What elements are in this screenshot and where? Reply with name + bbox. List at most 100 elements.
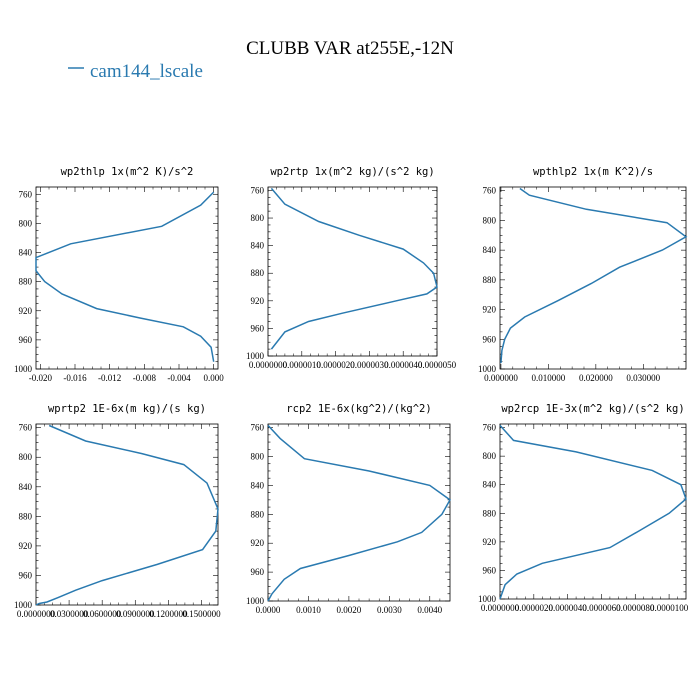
x-tick-label: 0.0000020 [515,603,554,613]
panel-title: rcp2 1E-6x(kg^2)/(kg^2) [286,403,431,415]
panel-title: wpthlp2 1x(m K^2)/s [533,166,653,178]
x-tick-label: 0.030000 [626,373,660,383]
y-tick-label: 960 [251,323,265,333]
series-line [35,424,219,606]
y-tick-label: 960 [19,335,33,345]
plot-frame [35,186,219,370]
y-tick-label: 960 [483,334,497,344]
plot-frame [499,186,687,370]
x-tick-label: 0.0000060 [582,603,621,613]
x-tick-label: 0.0000040 [384,360,423,370]
series-line [499,424,687,600]
x-tick-label: -0.008 [133,373,157,383]
panel-1: wp2thlp 1x(m^2 K)/s^2 760 800 840 880 920 960 1… [14,166,224,383]
y-tick-label: 920 [251,296,265,306]
y-tick-label: 840 [483,480,497,490]
panel-title: wp2rcp 1E-3x(m^2 kg)/(s^2 kg) [501,403,684,415]
x-tick-label: 0.0000040 [549,603,588,613]
y-tick-label: 1000 [14,364,33,374]
x-tick-label: 0.0000010 [283,360,322,370]
y-tick-label: 960 [19,570,33,580]
x-tick-label: 0.000000 [484,373,518,383]
y-tick-label: 760 [251,185,265,195]
plot-frame [499,423,687,600]
y-tick-label: 1000 [478,594,497,604]
x-tick-label: 0.0040 [417,605,442,615]
y-tick-label: 840 [19,482,33,492]
y-tick-label: 840 [251,480,265,490]
y-tick-label: 1000 [478,364,497,374]
x-tick-label: 0.0000000 [249,360,288,370]
y-tick-label: 800 [251,452,265,462]
y-tick-label: 880 [19,511,33,521]
y-tick-label: 920 [251,538,265,548]
x-tick-label: -0.004 [167,373,191,383]
y-tick-label: 760 [19,423,33,433]
y-tick-label: 760 [19,189,33,199]
y-tick-label: 920 [19,541,33,551]
y-tick-label: 1000 [246,351,265,361]
y-tick-label: 760 [483,186,497,196]
panel-6: wp2rcp 1E-3x(m^2 kg)/(s^2 kg) 760 800 840 88… [478,403,689,613]
y-tick-label: 960 [483,565,497,575]
x-tick-label: 0.0900000 [116,609,155,619]
x-tick-label: 0.0600000 [83,609,122,619]
y-tick-label: 840 [483,245,497,255]
y-tick-label: 880 [483,508,497,518]
y-tick-label: 800 [251,213,265,223]
x-tick-label: 0.0000000 [481,603,520,613]
x-tick-label: 0.0000080 [616,603,655,613]
y-tick-label: 800 [19,218,33,228]
panel-4: wprtp2 1E-6x(m kg)/(s kg) 760 800 840 880 920… [14,403,221,619]
y-tick-label: 800 [483,451,497,461]
figure-title: CLUBB VAR at255E,-12N [246,38,454,59]
x-tick-label: 0.0030 [377,605,402,615]
x-tick-label: 0.0300000 [50,609,89,619]
x-tick-label: 0.0010 [296,605,321,615]
y-tick-label: 920 [483,305,497,315]
x-tick-label: 0.1200000 [149,609,188,619]
x-tick-label: 0.0020 [337,605,362,615]
x-tick-label: 0.000 [204,373,225,383]
series-line [35,191,215,362]
x-tick-label: -0.016 [63,373,87,383]
x-tick-label: -0.020 [29,373,53,383]
x-tick-label: 0.0000000 [17,609,56,619]
y-tick-label: 920 [19,306,33,316]
y-tick-label: 840 [19,248,33,258]
series-line [270,187,438,350]
panel-2: wp2rtp 1x(m^2 kg)/(s^2 kg) 760 800 840 880 92… [246,166,457,370]
panel-title: wp2thlp 1x(m^2 K)/s^2 [61,166,194,178]
panel-title: wprtp2 1E-6x(m kg)/(s kg) [48,403,206,415]
plot-frame [267,186,438,357]
x-tick-label: 0.0000050 [418,360,457,370]
x-tick-label: 0.010000 [532,373,566,383]
legend: cam144_lscale [68,61,203,82]
y-tick-label: 920 [483,537,497,547]
plot-frame [35,423,219,606]
y-tick-label: 800 [483,215,497,225]
y-tick-label: 880 [483,275,497,285]
y-tick-label: 760 [251,423,265,433]
x-tick-label: 0.1500000 [182,609,221,619]
y-tick-label: 1000 [246,596,265,606]
panel-5: rcp2 1E-6x(kg^2)/(kg^2) 760 800 840 880 920 96… [246,403,451,615]
y-tick-label: 960 [251,567,265,577]
y-tick-label: 880 [251,268,265,278]
x-tick-label: 0.0000100 [650,603,689,613]
x-tick-label: 0.020000 [579,373,613,383]
y-tick-label: 880 [251,509,265,519]
x-tick-label: -0.012 [98,373,121,383]
y-tick-label: 800 [19,452,33,462]
y-tick-label: 880 [19,277,33,287]
panel-3: wpthlp2 1x(m K^2)/s 760 800 840 880 920 960 100… [478,166,688,383]
x-tick-label: 0.0000030 [350,360,389,370]
y-tick-label: 760 [483,423,497,433]
legend-label: cam144_lscale [90,61,203,82]
x-tick-label: 0.0000020 [316,360,355,370]
panels: wp2thlp 1x(m^2 K)/s^2 760 800 840 880 920 960 1… [14,166,689,619]
series-line [500,187,688,364]
x-tick-label: 0.0000 [256,605,281,615]
panel-title: wp2rtp 1x(m^2 kg)/(s^2 kg) [270,166,434,178]
